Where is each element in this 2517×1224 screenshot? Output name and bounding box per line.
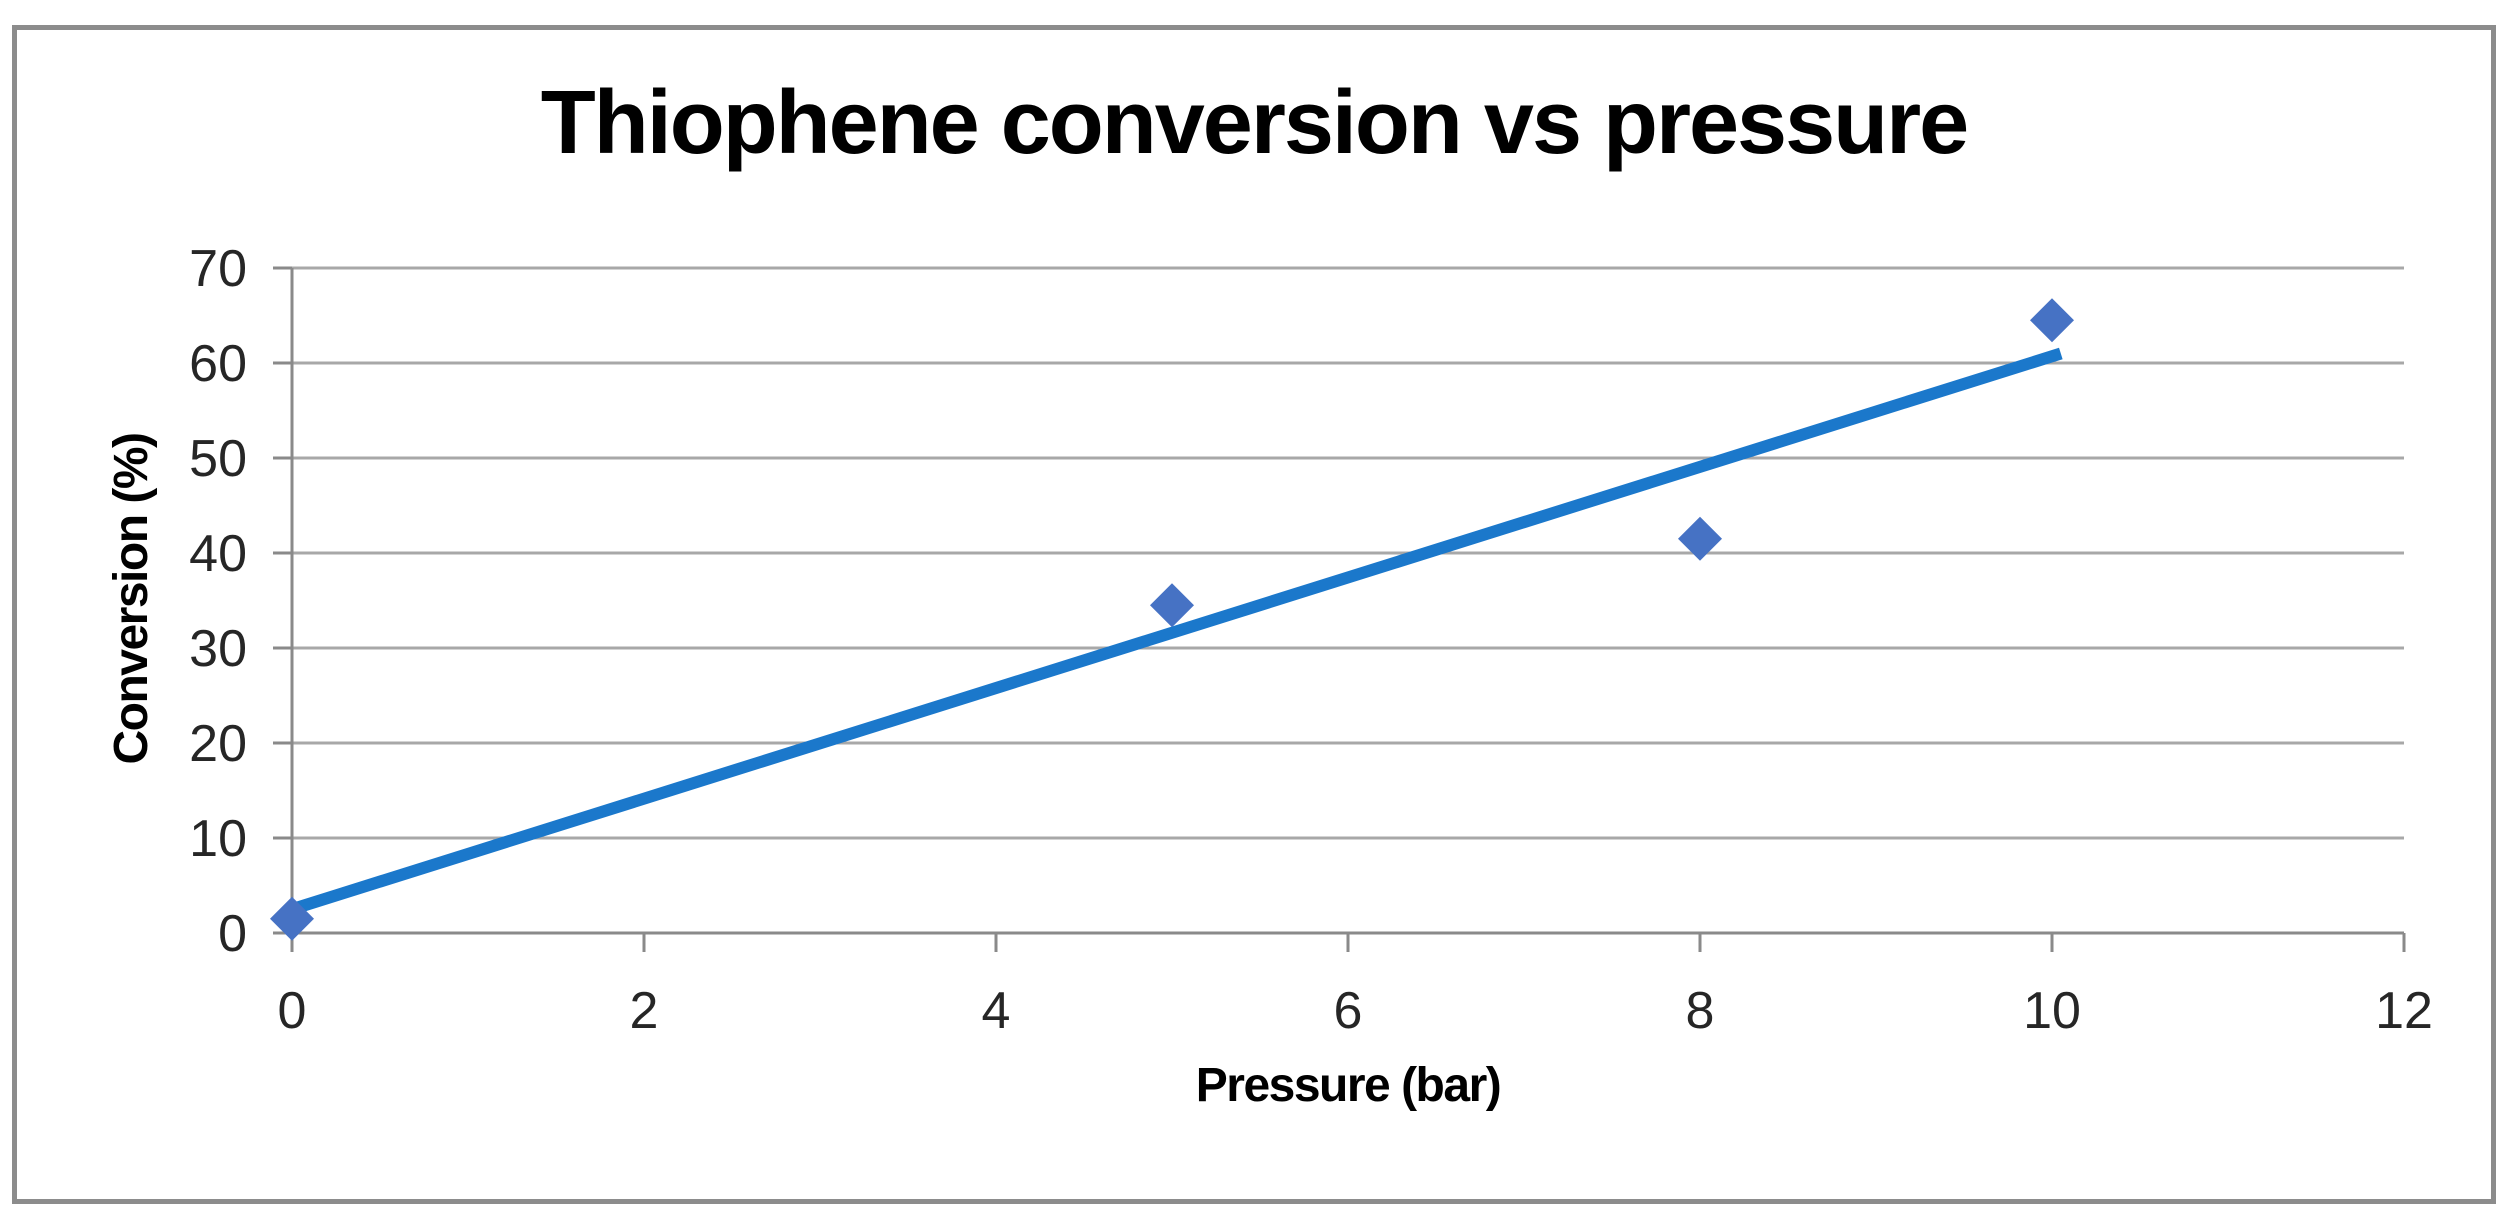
y-tick-label: 40 xyxy=(189,525,247,583)
y-tick-label: 0 xyxy=(218,905,247,963)
x-tick-label: 10 xyxy=(2023,982,2081,1040)
y-tick-label: 10 xyxy=(189,810,247,868)
x-tick-label: 12 xyxy=(2375,982,2433,1040)
y-tick-label: 50 xyxy=(189,430,247,488)
chart-title: Thiophene conversion vs pressure xyxy=(540,73,1969,173)
data-point-marker xyxy=(1150,583,1194,628)
x-tick-label: 0 xyxy=(278,982,307,1040)
y-tick-label: 60 xyxy=(189,335,247,393)
x-axis-title: Pressure (bar) xyxy=(1195,1059,1502,1112)
y-tick-label: 30 xyxy=(189,620,247,678)
data-point-marker xyxy=(1678,516,1722,561)
x-tick-label: 6 xyxy=(1334,982,1363,1040)
trendline xyxy=(290,347,2063,915)
x-tick-label: 2 xyxy=(630,982,659,1040)
chart-frame xyxy=(12,25,2496,1204)
x-tick-label: 4 xyxy=(982,982,1011,1040)
y-tick-label: 20 xyxy=(189,715,247,773)
y-tick-label: 70 xyxy=(189,240,247,298)
data-point-marker xyxy=(2030,298,2074,343)
x-tick-label: 8 xyxy=(1686,982,1715,1040)
data-point-marker xyxy=(270,896,314,941)
y-axis-title: Conversion (%) xyxy=(105,433,158,765)
